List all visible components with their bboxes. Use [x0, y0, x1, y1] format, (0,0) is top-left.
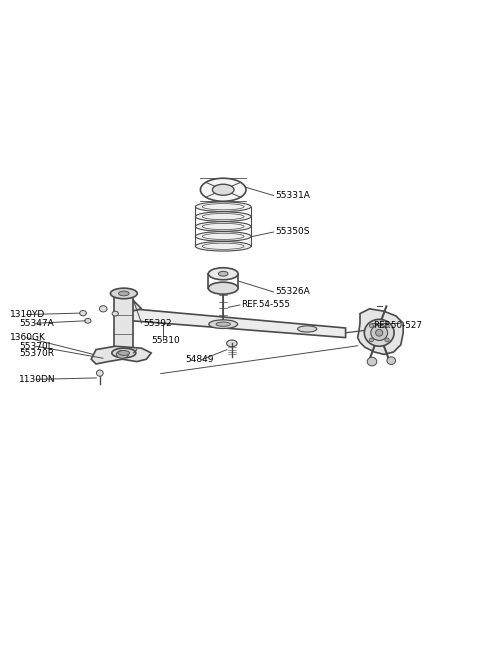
- Text: 1310YD: 1310YD: [10, 310, 45, 319]
- Ellipse shape: [118, 350, 130, 356]
- Text: 55370L: 55370L: [19, 342, 53, 351]
- Text: 1130DN: 1130DN: [19, 375, 56, 384]
- Ellipse shape: [209, 320, 238, 329]
- Ellipse shape: [369, 324, 373, 327]
- Text: REF.54-555: REF.54-555: [241, 300, 290, 310]
- Ellipse shape: [376, 329, 383, 336]
- Polygon shape: [114, 293, 133, 353]
- Text: 55392: 55392: [143, 319, 172, 328]
- Ellipse shape: [364, 319, 394, 346]
- Text: 1360GK: 1360GK: [10, 333, 46, 342]
- Ellipse shape: [80, 310, 86, 316]
- Text: 55347A: 55347A: [19, 319, 54, 328]
- Ellipse shape: [201, 178, 246, 201]
- Text: 55350S: 55350S: [275, 228, 310, 237]
- Ellipse shape: [119, 291, 129, 296]
- Text: REF.50-527: REF.50-527: [373, 321, 422, 329]
- Ellipse shape: [195, 232, 251, 241]
- Ellipse shape: [110, 288, 137, 298]
- Text: 55310: 55310: [151, 337, 180, 346]
- Ellipse shape: [84, 318, 91, 323]
- Ellipse shape: [385, 338, 389, 342]
- Ellipse shape: [117, 350, 129, 358]
- Ellipse shape: [218, 272, 228, 276]
- Ellipse shape: [227, 340, 237, 347]
- Ellipse shape: [195, 241, 251, 251]
- Ellipse shape: [195, 212, 251, 221]
- Polygon shape: [122, 297, 142, 311]
- Text: 55326A: 55326A: [275, 287, 310, 297]
- Text: 54849: 54849: [185, 355, 213, 364]
- Ellipse shape: [216, 322, 230, 326]
- Ellipse shape: [195, 202, 251, 211]
- Polygon shape: [132, 309, 346, 338]
- Ellipse shape: [367, 358, 377, 366]
- Text: 55331A: 55331A: [275, 191, 310, 200]
- Ellipse shape: [385, 324, 389, 327]
- Text: 55370R: 55370R: [19, 349, 54, 358]
- Ellipse shape: [369, 338, 373, 342]
- Ellipse shape: [371, 325, 388, 340]
- Ellipse shape: [387, 357, 396, 365]
- Ellipse shape: [208, 282, 238, 294]
- Polygon shape: [358, 309, 403, 354]
- Ellipse shape: [212, 184, 234, 195]
- Ellipse shape: [96, 370, 103, 377]
- Ellipse shape: [195, 222, 251, 232]
- Ellipse shape: [99, 306, 107, 312]
- Ellipse shape: [112, 348, 136, 358]
- Ellipse shape: [112, 311, 118, 316]
- Ellipse shape: [208, 268, 238, 279]
- Polygon shape: [91, 346, 151, 364]
- Ellipse shape: [298, 326, 317, 332]
